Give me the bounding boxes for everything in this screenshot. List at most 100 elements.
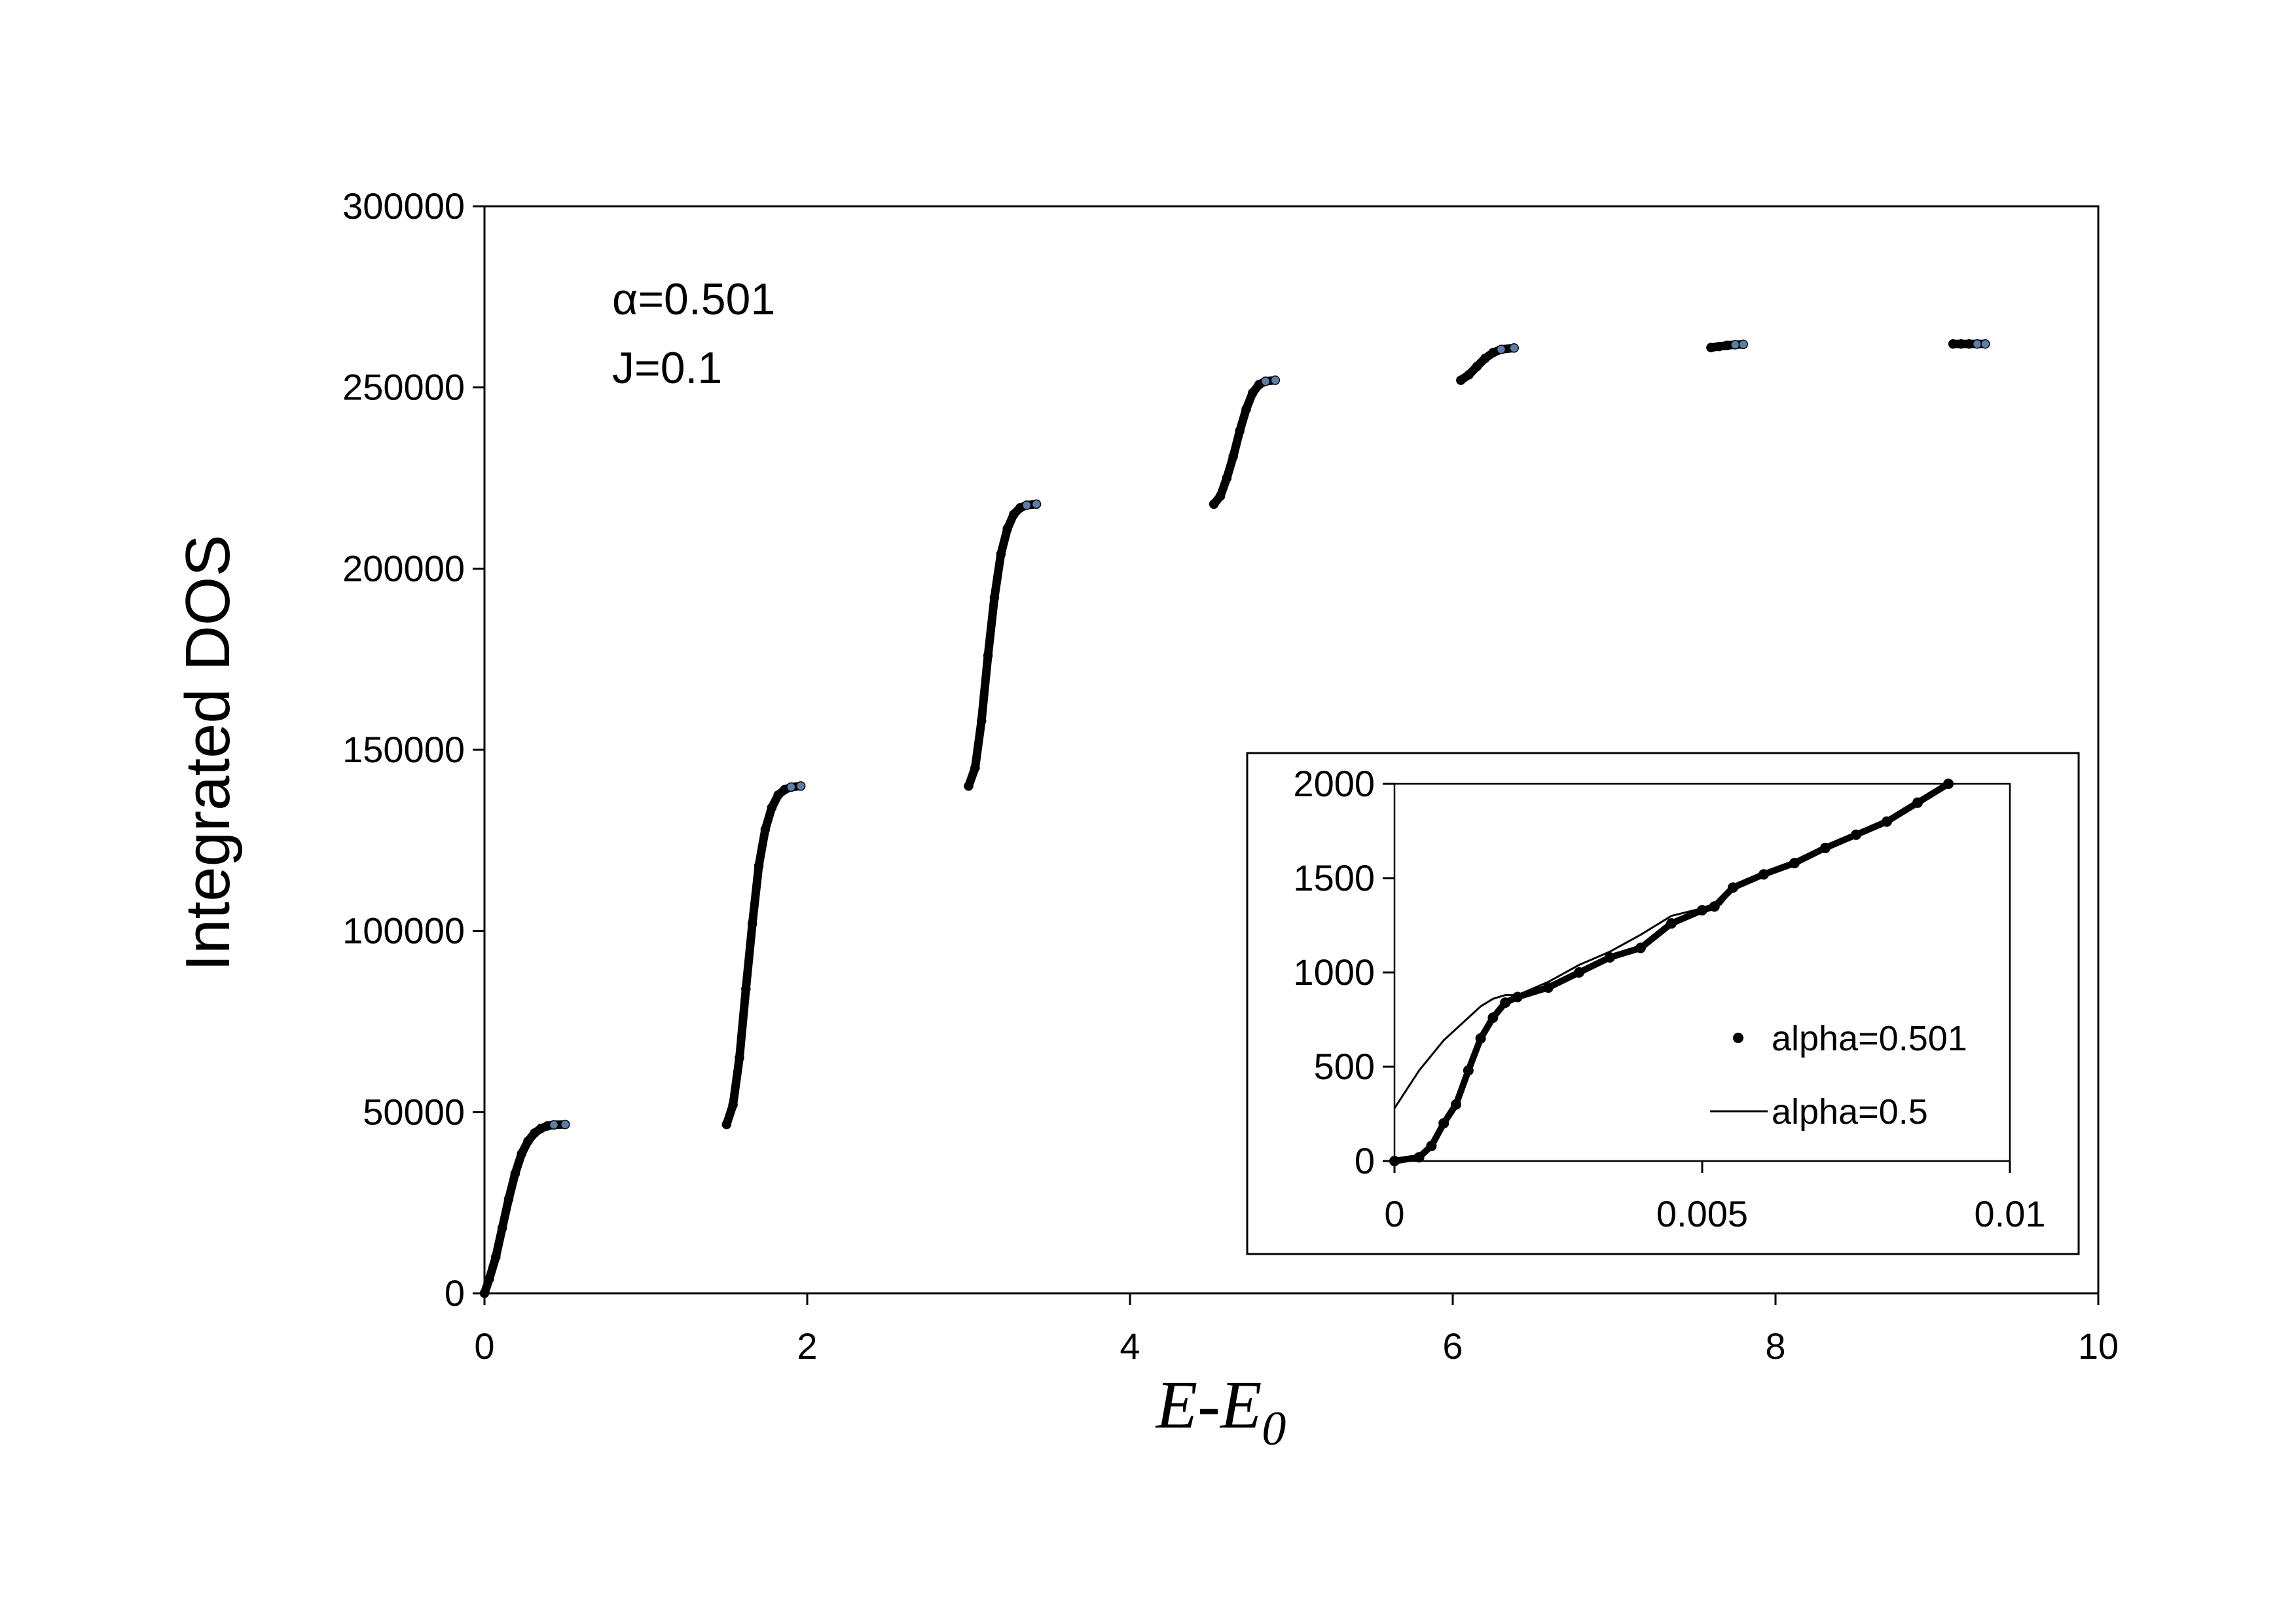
main-data-point — [497, 1223, 507, 1233]
main-data-point — [1260, 377, 1271, 386]
main-data-point — [1222, 473, 1232, 483]
inset-x-axis: 0 0.005 0.01 — [1384, 1161, 2046, 1234]
inset-data-point — [1882, 816, 1892, 827]
main-series-segment — [1948, 339, 1990, 349]
inset-data-point — [1463, 1065, 1474, 1076]
main-data-point — [510, 1169, 520, 1179]
main-y-tick-label: 200000 — [342, 547, 465, 589]
inset-data-point — [1912, 797, 1923, 808]
main-series-segment — [964, 499, 1042, 791]
inset-data-point — [1666, 918, 1677, 929]
inset-data-point — [1487, 1012, 1499, 1024]
inset-y-tick-label: 1000 — [1293, 951, 1375, 993]
main-y-tick-label: 100000 — [342, 910, 465, 951]
main-data-point — [760, 824, 771, 834]
main-data-point — [754, 860, 764, 871]
main-data-point — [964, 781, 974, 791]
main-data-point — [795, 781, 806, 791]
main-data-point — [1002, 524, 1012, 534]
main-data-point — [503, 1194, 514, 1204]
inset-y-tick-label: 1500 — [1293, 857, 1375, 898]
main-data-point — [976, 716, 987, 726]
main-data-point — [1496, 344, 1506, 354]
main-series-segment — [721, 781, 806, 1130]
inset-y-tick-label: 500 — [1314, 1046, 1375, 1087]
inset-y-tick-label: 0 — [1355, 1140, 1375, 1181]
inset-x-tick-label: 0.005 — [1656, 1193, 1748, 1234]
main-data-point — [741, 984, 751, 994]
inset-outer-frame — [1246, 752, 2080, 1255]
inset-data-point — [1500, 997, 1511, 1008]
main-data-point — [549, 1120, 559, 1130]
main-data-point — [1738, 339, 1748, 350]
main-data-point — [491, 1252, 501, 1262]
inset-data-point — [1574, 967, 1584, 978]
main-data-point — [773, 790, 783, 800]
main-data-point — [747, 919, 757, 929]
legend-label-alpha-0501: alpha=0.501 — [1772, 1019, 1967, 1058]
main-data-point — [1464, 370, 1474, 380]
main-data-point — [1248, 388, 1258, 398]
inset-y-tick-label: 2000 — [1293, 763, 1375, 804]
inset-data-point — [1543, 982, 1554, 993]
main-y-tick-label: 50000 — [363, 1091, 465, 1132]
inset-data-point — [1758, 869, 1769, 880]
main-data-point — [735, 1053, 744, 1063]
inset-x-tick-label: 0.01 — [1975, 1193, 2046, 1234]
main-x-tick-label: 2 — [797, 1325, 817, 1367]
main-x-tick-label: 10 — [2078, 1325, 2119, 1367]
main-data-point — [484, 1274, 494, 1284]
x-axis-title-subscript: 0 — [1262, 1402, 1286, 1456]
inset-data-point — [1697, 904, 1707, 915]
inset-series-group — [1389, 779, 1954, 1166]
inset-data-point — [1605, 951, 1615, 963]
inset-data-point — [1451, 1099, 1461, 1110]
inset-data-point — [1728, 882, 1738, 893]
main-data-point — [983, 650, 993, 661]
main-data-point — [721, 1119, 731, 1130]
inset-data-point — [1635, 942, 1646, 953]
main-series-group — [479, 339, 1990, 1299]
main-data-point — [1706, 342, 1716, 353]
main-data-point — [1480, 354, 1490, 363]
main-data-point — [523, 1136, 533, 1146]
y-axis-title: Integrated DOS — [173, 534, 243, 971]
inset-data-point — [1820, 842, 1831, 853]
main-x-axis: 0 2 4 6 8 10 — [474, 1293, 2119, 1367]
main-x-tick-label: 0 — [474, 1325, 494, 1367]
main-data-point — [1031, 499, 1042, 509]
main-data-point — [1972, 339, 1982, 349]
inset-data-point — [1475, 1033, 1486, 1044]
legend-marker-alpha-0501 — [1733, 1033, 1743, 1043]
x-axis-title-main: E-E — [1155, 1367, 1262, 1443]
main-x-tick-label: 6 — [1442, 1325, 1463, 1367]
main-series-segment — [479, 1119, 570, 1299]
main-data-point — [1964, 339, 1975, 349]
main-data-point — [1714, 341, 1724, 352]
main-data-point — [996, 549, 1006, 559]
inset-data-point — [1413, 1152, 1425, 1163]
inset-data-point — [1789, 857, 1800, 868]
main-y-tick-label: 0 — [445, 1272, 465, 1314]
main-y-tick-label: 300000 — [342, 185, 465, 227]
main-data-point — [1215, 491, 1226, 501]
main-data-point — [970, 763, 980, 773]
main-x-tick-label: 4 — [1120, 1325, 1140, 1367]
main-data-point — [1021, 500, 1032, 510]
main-data-point — [1009, 509, 1019, 519]
main-data-point — [1730, 340, 1740, 350]
main-x-tick-label: 8 — [1765, 1325, 1785, 1367]
main-y-tick-label: 150000 — [342, 729, 465, 770]
main-data-point — [1209, 499, 1219, 509]
main-data-point — [1509, 343, 1519, 353]
main-data-point — [767, 803, 777, 813]
main-data-point — [479, 1288, 490, 1299]
main-series-segment — [1209, 375, 1281, 509]
inset-plot: 0 500 1000 1500 2000 0 0.005 0.01 alpha=0.501 … — [1246, 752, 2080, 1255]
main-data-point — [1980, 339, 1990, 349]
main-data-point — [530, 1128, 539, 1138]
main-data-point — [517, 1149, 526, 1159]
inset-data-point — [1438, 1118, 1449, 1129]
